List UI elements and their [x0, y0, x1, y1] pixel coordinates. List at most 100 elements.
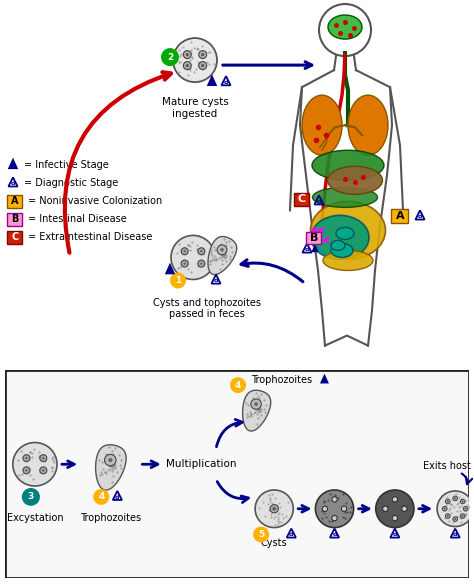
Circle shape — [255, 490, 293, 528]
Circle shape — [453, 496, 457, 501]
Circle shape — [200, 263, 202, 265]
Circle shape — [22, 488, 40, 506]
Text: d: d — [392, 532, 397, 537]
Text: 3: 3 — [28, 493, 34, 501]
Text: A: A — [11, 197, 19, 207]
FancyBboxPatch shape — [294, 193, 310, 206]
Polygon shape — [96, 445, 126, 490]
Circle shape — [199, 51, 207, 58]
Ellipse shape — [312, 150, 384, 180]
Circle shape — [462, 501, 464, 503]
Circle shape — [392, 515, 398, 521]
Ellipse shape — [336, 228, 354, 239]
Circle shape — [199, 61, 207, 70]
FancyBboxPatch shape — [5, 370, 469, 578]
Circle shape — [23, 467, 30, 474]
FancyBboxPatch shape — [307, 232, 321, 244]
Circle shape — [42, 469, 45, 472]
Circle shape — [220, 248, 224, 252]
Text: = Infective Stage: = Infective Stage — [24, 160, 109, 170]
Text: d: d — [214, 278, 218, 283]
Text: 2: 2 — [167, 53, 173, 61]
Text: Exits host: Exits host — [423, 461, 471, 471]
Circle shape — [42, 457, 45, 459]
Polygon shape — [320, 374, 329, 383]
Text: = Noninvasive Colonization: = Noninvasive Colonization — [28, 197, 162, 207]
Text: B: B — [11, 214, 18, 225]
Circle shape — [444, 508, 446, 510]
FancyBboxPatch shape — [8, 195, 22, 208]
Text: d: d — [453, 532, 457, 537]
Text: = Extraintestinal Disease: = Extraintestinal Disease — [28, 232, 152, 242]
Circle shape — [383, 506, 388, 511]
Text: 4: 4 — [98, 493, 104, 501]
Ellipse shape — [302, 95, 342, 155]
Text: C: C — [11, 232, 18, 242]
FancyBboxPatch shape — [8, 213, 22, 226]
Circle shape — [40, 455, 47, 462]
Circle shape — [322, 506, 328, 511]
Circle shape — [341, 506, 347, 511]
Circle shape — [402, 506, 407, 511]
Circle shape — [315, 490, 354, 528]
Ellipse shape — [331, 243, 353, 257]
Circle shape — [460, 499, 465, 504]
Circle shape — [437, 491, 473, 526]
Polygon shape — [165, 263, 175, 274]
Circle shape — [173, 38, 217, 82]
Circle shape — [253, 526, 269, 542]
Circle shape — [201, 64, 204, 67]
Circle shape — [465, 508, 466, 510]
Text: d: d — [332, 532, 337, 537]
Text: d: d — [224, 80, 228, 85]
Text: d: d — [418, 214, 422, 219]
Circle shape — [463, 507, 468, 511]
Text: = Diagnostic Stage: = Diagnostic Stage — [24, 178, 118, 188]
Circle shape — [186, 64, 189, 67]
Circle shape — [230, 377, 246, 393]
Text: = Intestinal Disease: = Intestinal Disease — [28, 214, 127, 225]
Circle shape — [447, 501, 449, 503]
Circle shape — [198, 260, 205, 267]
Ellipse shape — [310, 201, 385, 259]
Circle shape — [217, 245, 227, 255]
Circle shape — [40, 467, 47, 474]
Polygon shape — [243, 390, 271, 431]
Circle shape — [254, 402, 258, 406]
Circle shape — [25, 457, 28, 459]
Circle shape — [200, 250, 202, 253]
Circle shape — [454, 497, 456, 500]
Ellipse shape — [328, 166, 383, 194]
Ellipse shape — [328, 15, 362, 39]
Circle shape — [181, 248, 188, 255]
Ellipse shape — [348, 95, 388, 155]
Polygon shape — [311, 244, 319, 252]
Text: Trophozoites: Trophozoites — [80, 512, 141, 523]
Text: Excystation: Excystation — [7, 512, 63, 523]
FancyBboxPatch shape — [8, 231, 22, 244]
Text: d: d — [305, 247, 309, 252]
Text: 5: 5 — [258, 530, 264, 539]
Circle shape — [270, 505, 278, 513]
Circle shape — [446, 499, 450, 504]
Circle shape — [93, 489, 109, 505]
Circle shape — [332, 515, 337, 521]
Circle shape — [447, 515, 449, 517]
Ellipse shape — [311, 215, 369, 259]
Circle shape — [25, 469, 28, 472]
Ellipse shape — [331, 240, 345, 250]
Circle shape — [161, 48, 179, 66]
Circle shape — [454, 518, 456, 520]
Text: C: C — [298, 194, 306, 204]
Polygon shape — [208, 236, 237, 274]
Polygon shape — [207, 74, 217, 86]
Text: d: d — [289, 532, 293, 537]
Circle shape — [186, 53, 189, 56]
Circle shape — [181, 260, 188, 267]
Text: B: B — [310, 233, 318, 243]
Circle shape — [183, 250, 186, 253]
Text: d: d — [115, 495, 119, 500]
Circle shape — [104, 455, 116, 466]
Ellipse shape — [323, 250, 373, 270]
Circle shape — [171, 235, 215, 280]
